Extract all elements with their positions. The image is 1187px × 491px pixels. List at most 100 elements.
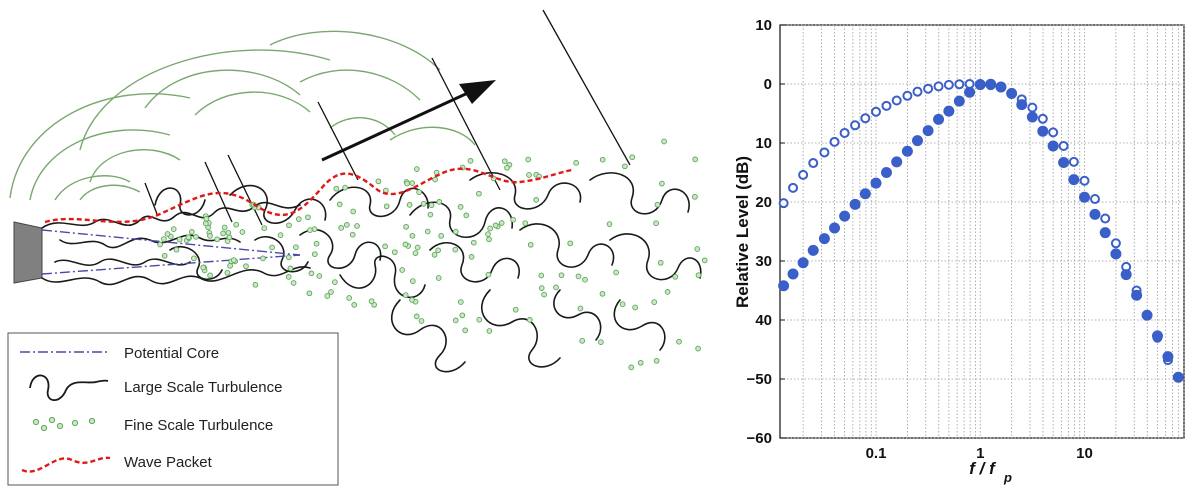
y-tick-label: 30: [755, 253, 772, 270]
filled-circle-marker: [1141, 309, 1153, 321]
x-tick-label: 0.1: [866, 445, 887, 462]
fine-scale-dot: [185, 234, 192, 241]
filled-circle-marker: [1110, 248, 1122, 260]
fine-scale-dot: [252, 281, 259, 288]
fine-scale-dot: [311, 251, 318, 258]
fine-scale-turbulence: [157, 138, 708, 371]
filled-circle-marker: [829, 222, 841, 234]
plot-area: [779, 24, 1185, 439]
fine-scale-dot: [427, 211, 434, 218]
filled-circle-marker: [901, 145, 913, 157]
mach-wave-line: [317, 101, 359, 181]
fine-scale-dot: [504, 164, 510, 171]
fine-scale-dot: [391, 249, 398, 256]
fine-scale-dot: [277, 232, 284, 238]
fine-scale-dot: [409, 232, 416, 239]
x-tick-labels: 0.1 1 10: [866, 445, 1093, 462]
open-circle-marker: [1089, 194, 1100, 205]
filled-circle-marker: [859, 188, 871, 200]
fine-scale-dot: [305, 214, 311, 221]
filled-circle-marker: [922, 125, 934, 137]
fine-scale-dot: [457, 204, 464, 210]
fine-scale-dot: [416, 189, 422, 195]
fine-scale-dot: [239, 229, 246, 235]
filled-circle-marker: [1058, 156, 1070, 168]
filled-circle-marker: [1079, 191, 1091, 203]
fine-scale-dot: [435, 275, 442, 281]
open-circle-marker: [1037, 113, 1048, 124]
fine-scale-dot: [527, 241, 534, 248]
open-circle-marker: [808, 158, 819, 169]
fine-scale-dot: [606, 221, 613, 227]
fine-scale-dot: [404, 180, 410, 187]
open-circle-marker: [923, 83, 934, 94]
fine-scale-dot: [221, 224, 228, 231]
filled-circle-marker: [1037, 125, 1049, 137]
fine-scale-dot: [463, 212, 470, 219]
fine-scale-dot: [191, 255, 197, 262]
fine-scale-dot: [336, 201, 343, 208]
filled-circle-marker: [818, 233, 830, 245]
open-circle-marker: [933, 81, 944, 92]
legend-label: Large Scale Turbulence: [124, 379, 282, 396]
fine-scale-dot: [619, 301, 626, 308]
fine-scale-dot: [573, 160, 579, 166]
filled-circle-marker: [974, 79, 986, 91]
fine-scale-dot: [307, 227, 313, 233]
fine-scale-dot: [512, 306, 519, 313]
x-axis-label: f / f p: [969, 459, 1012, 485]
open-circle-marker: [798, 169, 809, 180]
data-markers: [778, 78, 1184, 383]
fine-scale-dot: [632, 304, 638, 311]
sound-arc: [9, 93, 191, 199]
open-circle-marker: [1048, 127, 1059, 138]
fine-scale-dot: [436, 199, 443, 205]
legend-item-fine-scale-turbulence: Fine Scale Turbulence: [32, 416, 273, 434]
fine-scale-dot: [694, 246, 701, 252]
fine-scale-dot: [538, 285, 545, 291]
sound-arc: [89, 148, 181, 183]
fine-scale-dot: [485, 231, 491, 237]
y-tick-label: 10: [755, 17, 772, 34]
grid: [780, 24, 1185, 439]
filled-circle-marker: [1172, 371, 1184, 383]
fine-scale-dot: [692, 156, 699, 163]
fine-scale-dot: [457, 299, 464, 305]
y-tick-label: 0: [764, 76, 772, 93]
fine-scale-dot: [368, 298, 375, 305]
fine-scale-dot: [598, 339, 604, 345]
filled-circle-marker: [880, 167, 892, 178]
x-tick-label: 1: [976, 445, 984, 462]
fine-scale-dot: [526, 172, 532, 178]
legend-item-large-scale-turbulence: Large Scale Turbulence: [29, 374, 282, 402]
fine-scale-dot: [214, 236, 220, 243]
sound-arc: [389, 126, 476, 146]
fine-scale-dot: [157, 241, 163, 248]
y-tick-label: −60: [747, 430, 772, 447]
filled-circle-marker: [807, 244, 819, 256]
filled-circle-marker: [787, 268, 799, 280]
fine-scale-dot: [293, 244, 299, 251]
open-circle-marker: [788, 182, 799, 193]
fine-scale-dot: [525, 156, 532, 163]
filled-circle-marker: [839, 210, 851, 222]
fine-scale-dot: [470, 239, 477, 246]
mach-wave-line: [227, 154, 263, 226]
open-circle-marker: [839, 127, 850, 138]
fine-scale-dot: [599, 290, 606, 297]
fine-scale-dot: [193, 234, 199, 240]
fine-scale-dot: [486, 328, 493, 334]
fine-scale-dot: [676, 338, 682, 345]
fine-scale-dot: [431, 251, 438, 258]
fine-scale-dot: [413, 313, 420, 320]
fine-scale-dot: [492, 222, 499, 229]
fine-scale-dot: [287, 265, 294, 272]
fine-scale-dot: [399, 267, 406, 273]
fine-scale-dot: [338, 225, 345, 231]
x-tick-label: 10: [1076, 445, 1093, 462]
sound-arc: [299, 69, 421, 101]
fine-scale-dot: [659, 180, 665, 187]
fine-scale-dot: [567, 240, 574, 247]
legend: Potential Core Large Scale Turbulence Fi…: [7, 332, 339, 486]
sound-arc: [79, 184, 141, 201]
